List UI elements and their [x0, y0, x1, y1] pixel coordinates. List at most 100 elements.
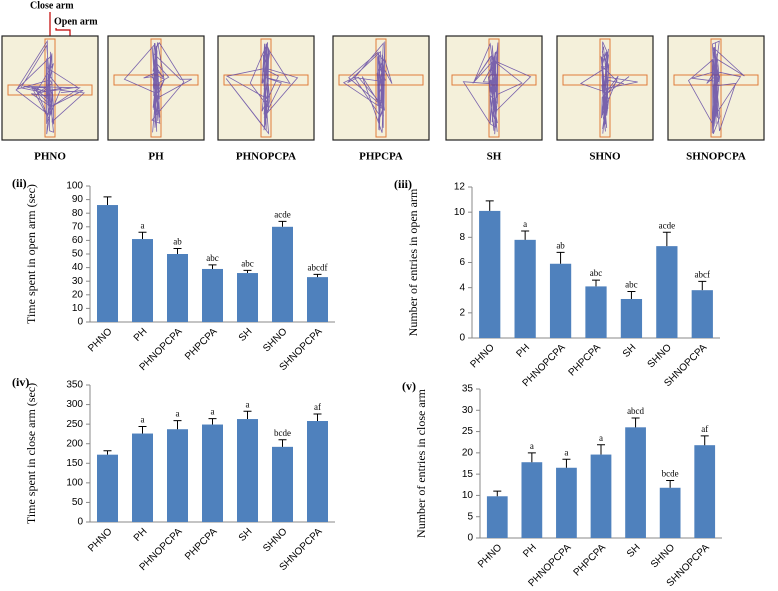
error-bar — [662, 231, 671, 247]
y-tick-label: 50 — [72, 249, 84, 260]
significance-letter: af — [314, 402, 321, 412]
error-bar — [592, 279, 600, 287]
y-tick-label: 300 — [66, 399, 83, 410]
bar — [514, 239, 536, 338]
significance-letter: ab — [173, 237, 182, 247]
significance-letter: a — [523, 219, 527, 229]
significance-letter: abc — [206, 253, 219, 263]
x-tick-label: PHPCPA — [183, 326, 220, 363]
error-bar — [698, 280, 707, 291]
y-tick-label: 15 — [462, 469, 474, 480]
x-tick-label: PHPCPA — [183, 526, 220, 563]
bar — [659, 487, 681, 538]
bar — [97, 205, 118, 322]
error-bar — [208, 264, 217, 269]
error-bar — [313, 413, 322, 422]
error-bar — [631, 417, 640, 428]
y-tick-label: 250 — [66, 419, 83, 430]
x-tick-label: PHNO — [476, 542, 504, 570]
bar — [167, 254, 188, 322]
x-tick-label: SH — [237, 326, 255, 344]
significance-letter: bcde — [662, 469, 679, 479]
track — [579, 41, 638, 134]
error-bar — [173, 420, 182, 430]
significance-letter: abcd — [627, 406, 644, 416]
x-tick-label: PHPCPA — [572, 542, 609, 579]
significance-letter: abc — [625, 280, 638, 290]
error-bar — [527, 452, 536, 463]
y-tick-label: 50 — [72, 497, 84, 508]
significance-letter: a — [141, 415, 145, 425]
x-tick-label: PHNO — [86, 526, 114, 554]
bar — [237, 273, 258, 322]
error-bar — [521, 230, 530, 240]
y-tick-label: 60 — [72, 235, 84, 246]
x-tick-label: SHNO — [261, 526, 289, 554]
error-bar — [208, 418, 217, 425]
y-tick-label: 0 — [77, 517, 83, 528]
x-tick-label: PH — [515, 342, 533, 360]
bar — [556, 467, 577, 538]
significance-letter: acde — [274, 209, 290, 219]
y-tick-label: 5 — [467, 511, 473, 522]
maze-label: PHNOPCPA — [236, 151, 296, 163]
error-bar — [562, 458, 571, 468]
error-bar — [597, 444, 605, 455]
y-tick-label: 2 — [459, 307, 465, 318]
open-arm-label: Open arm — [54, 16, 98, 27]
x-tick-label: PHPCPA — [567, 342, 604, 379]
bar — [694, 445, 716, 538]
bar — [691, 290, 713, 338]
bar — [521, 462, 543, 538]
y-axis-title: Time spent in open arm (sec) — [24, 184, 38, 324]
error-bar — [278, 439, 287, 447]
significance-letter: bcde — [274, 428, 291, 438]
close-arm — [375, 38, 387, 138]
error-bar — [173, 248, 182, 254]
error-bar — [278, 220, 287, 227]
error-bar — [243, 410, 252, 420]
bar — [590, 454, 612, 538]
x-tick-label: PH — [521, 542, 539, 560]
bar — [132, 239, 153, 322]
track — [123, 42, 192, 133]
y-tick-label: 6 — [459, 257, 465, 268]
bar — [307, 277, 328, 322]
significance-letter: a — [246, 399, 250, 409]
y-tick-label: 25 — [462, 426, 474, 437]
significance-letter: a — [599, 433, 603, 443]
bar — [307, 421, 328, 522]
track — [15, 39, 86, 135]
y-tick-label: 350 — [66, 380, 83, 391]
maze-label: SHNO — [589, 151, 621, 163]
error-bar — [103, 196, 112, 206]
bar — [620, 298, 643, 338]
panel-label: (iii) — [394, 177, 412, 191]
bar — [625, 427, 646, 538]
y-tick-label: 30 — [462, 405, 474, 416]
y-tick-label: 35 — [462, 384, 474, 395]
y-tick-label: 20 — [462, 447, 474, 458]
error-bar — [243, 269, 252, 274]
y-tick-label: 150 — [66, 458, 83, 469]
x-tick-label: SH — [237, 526, 255, 544]
maze-label: SH — [487, 151, 502, 163]
y-axis-title: Number of entries in close arm — [414, 388, 428, 538]
y-tick-label: 10 — [72, 303, 84, 314]
x-tick-label: PHNO — [86, 326, 114, 354]
x-tick-label: SHNO — [649, 542, 677, 570]
significance-letter: abcdf — [308, 262, 328, 272]
error-bar — [138, 425, 147, 434]
bar — [479, 210, 501, 338]
error-bar — [103, 450, 112, 455]
y-tick-label: 0 — [467, 533, 473, 544]
y-tick-label: 20 — [72, 289, 84, 300]
y-tick-label: 8 — [459, 232, 465, 243]
x-tick-label: PH — [132, 526, 150, 544]
bar — [167, 429, 188, 522]
error-bar — [493, 490, 502, 497]
bar — [272, 446, 293, 522]
y-tick-label: 10 — [462, 490, 474, 501]
track — [225, 42, 299, 135]
